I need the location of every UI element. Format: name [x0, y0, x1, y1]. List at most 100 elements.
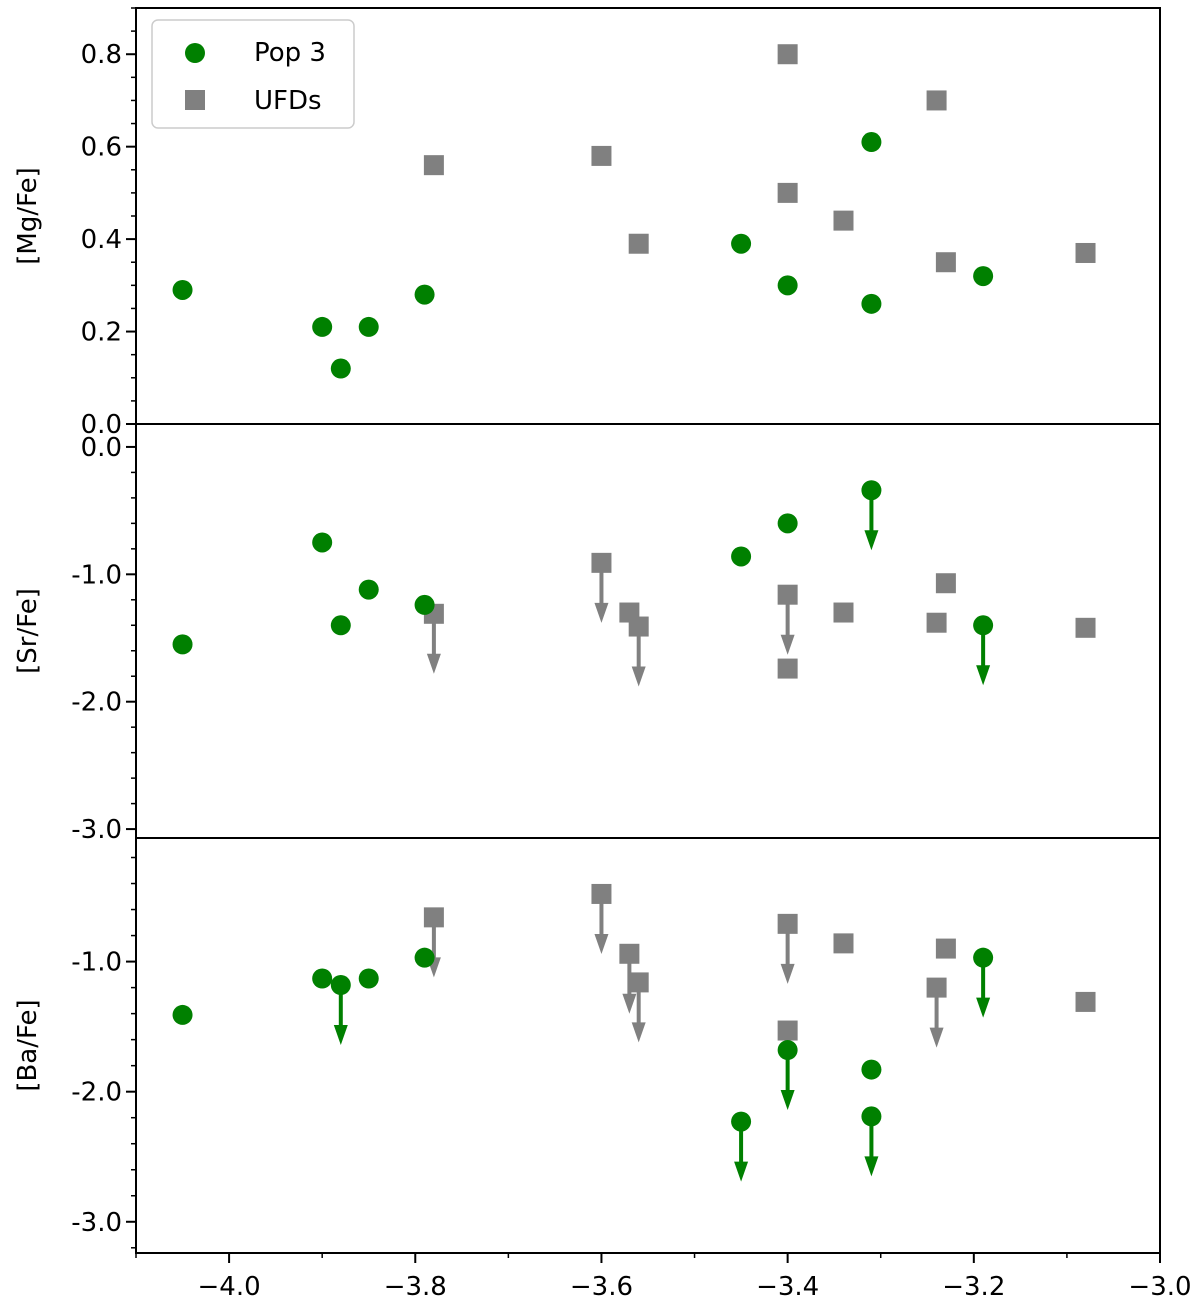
- data-point-ufds: [777, 182, 798, 203]
- data-point-pop3: [777, 513, 798, 534]
- data-point-ufds: [777, 658, 798, 679]
- data-point-ufds: [628, 233, 649, 254]
- data-point-pop3: [731, 546, 752, 567]
- legend: Pop 3 UFDs: [151, 19, 355, 129]
- data-point-pop3: [861, 293, 882, 314]
- data-point-pop3: [312, 968, 333, 989]
- data-point-pop3: [777, 1040, 798, 1061]
- data-point-ufds: [628, 972, 649, 993]
- y-tick-label: -2.0: [71, 1078, 122, 1108]
- data-point-ufds: [628, 616, 649, 637]
- x-tick-label: −3.4: [756, 1272, 819, 1302]
- upper-limit-arrow-head: [976, 665, 991, 686]
- data-point-ufds: [777, 44, 798, 65]
- y-tick-label: 0.6: [81, 133, 122, 163]
- data-point-pop3: [172, 634, 193, 655]
- data-point-ufds: [423, 907, 444, 928]
- data-point-ufds: [1075, 242, 1096, 263]
- data-point-pop3: [358, 316, 379, 337]
- data-point-ufds: [591, 145, 612, 166]
- data-point-ufds: [926, 612, 947, 633]
- x-tick-label: −3.6: [570, 1272, 633, 1302]
- data-point-ufds: [777, 584, 798, 605]
- data-point-pop3: [414, 947, 435, 968]
- legend-box: [151, 19, 355, 129]
- data-point-pop3: [973, 266, 994, 287]
- data-point-ufds: [926, 977, 947, 998]
- y-axis-label: [Mg/Fe]: [13, 167, 43, 265]
- y-axis-label: [Sr/Fe]: [13, 588, 43, 674]
- legend-label-ufds: UFDs: [254, 86, 322, 116]
- y-tick-label: 0.2: [81, 318, 122, 348]
- upper-limit-arrow-head: [780, 634, 795, 655]
- data-point-ufds: [1075, 991, 1096, 1012]
- data-point-pop3: [861, 1106, 882, 1127]
- upper-limit-arrow-head: [780, 963, 795, 984]
- data-point-pop3: [777, 275, 798, 296]
- upper-limit-arrow-head: [864, 530, 879, 551]
- y-tick-label: -1.0: [71, 560, 122, 590]
- data-point-ufds: [619, 943, 640, 964]
- data-point-pop3: [312, 316, 333, 337]
- data-point-ufds: [591, 552, 612, 573]
- data-point-ufds: [1075, 617, 1096, 638]
- data-point-ufds: [423, 155, 444, 176]
- y-tick-label: 0.4: [81, 225, 122, 255]
- upper-limit-arrow-head: [426, 653, 441, 674]
- y-axis-label: [Ba/Fe]: [13, 999, 43, 1091]
- upper-limit-arrow-head: [929, 1027, 944, 1048]
- legend-marker-ufds: [185, 90, 205, 110]
- data-point-ufds: [833, 933, 854, 954]
- y-tick-label: 0.0: [81, 433, 122, 463]
- y-tick-label: -1.0: [71, 948, 122, 978]
- data-point-pop3: [330, 615, 351, 636]
- upper-limit-arrow-head: [333, 1025, 348, 1046]
- upper-limit-arrow-head: [864, 1156, 879, 1177]
- y-tick-label: 0.0: [81, 410, 122, 440]
- x-tick-label: −3.8: [384, 1272, 447, 1302]
- data-point-ufds: [935, 938, 956, 959]
- data-point-pop3: [861, 132, 882, 153]
- upper-limit-arrow-head: [780, 1090, 795, 1111]
- upper-limit-arrow-head: [631, 666, 646, 687]
- upper-limit-arrow-head: [631, 1022, 646, 1043]
- upper-limit-arrow-head: [622, 993, 637, 1014]
- x-tick-label: −3.0: [1128, 1272, 1191, 1302]
- data-point-ufds: [833, 602, 854, 623]
- data-point-pop3: [312, 532, 333, 553]
- data-point-ufds: [777, 1020, 798, 1041]
- y-tick-label: -3.0: [71, 1208, 122, 1238]
- data-point-ufds: [935, 573, 956, 594]
- panel-1: 0.0 -1.0 -2.0 -3.0 [Sr/Fe]: [13, 423, 1161, 845]
- data-point-ufds: [777, 913, 798, 934]
- data-point-pop3: [358, 968, 379, 989]
- data-point-pop3: [330, 975, 351, 996]
- data-point-pop3: [731, 1111, 752, 1132]
- panel-frame: [135, 837, 1161, 1254]
- data-point-pop3: [172, 279, 193, 300]
- data-point-pop3: [414, 284, 435, 305]
- y-tick-label: -3.0: [71, 815, 122, 845]
- y-tick-label: 0.8: [81, 40, 122, 70]
- x-tick-label: −4.0: [198, 1272, 261, 1302]
- data-point-pop3: [973, 947, 994, 968]
- x-tick-label: −3.2: [942, 1272, 1005, 1302]
- legend-label-pop3: Pop 3: [254, 38, 326, 68]
- data-point-ufds: [591, 883, 612, 904]
- data-point-pop3: [861, 1059, 882, 1080]
- panels-layer: 0.0 0.2 0.4 0.6 0.8 [Mg/Fe] 0.0 -1.0 -2.0 -3.0 [Sr…: [13, 7, 1192, 1302]
- data-point-pop3: [861, 480, 882, 501]
- legend-marker-pop3: [185, 43, 205, 63]
- data-point-pop3: [731, 233, 752, 254]
- upper-limit-arrow-head: [734, 1161, 749, 1182]
- data-point-pop3: [358, 579, 379, 600]
- data-point-ufds: [833, 210, 854, 231]
- upper-limit-arrow-head: [594, 602, 609, 623]
- upper-limit-arrow-head: [976, 997, 991, 1018]
- data-point-pop3: [172, 1004, 193, 1025]
- data-point-pop3: [414, 594, 435, 615]
- upper-limit-arrow-head: [594, 933, 609, 954]
- panel-2: -1.0 -2.0 -3.0 [Ba/Fe]: [13, 837, 1161, 1254]
- data-point-ufds: [926, 90, 947, 111]
